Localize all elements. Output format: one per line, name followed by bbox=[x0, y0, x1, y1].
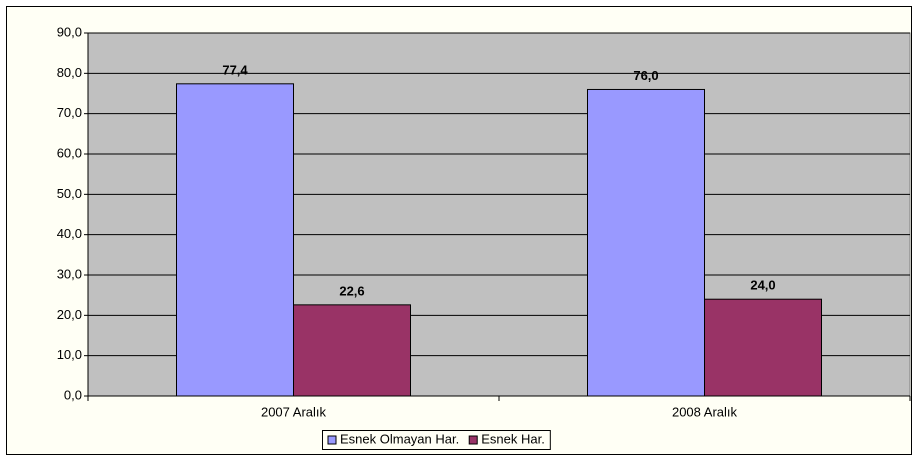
bar bbox=[293, 304, 411, 397]
y-tick-label: 20,0 bbox=[57, 307, 82, 322]
bar bbox=[704, 298, 822, 397]
y-tick-label: 10,0 bbox=[57, 347, 82, 362]
x-tick-label: 2007 Aralık bbox=[261, 404, 327, 419]
y-tick-label: 30,0 bbox=[57, 266, 82, 281]
y-tick-label: 80,0 bbox=[57, 65, 82, 80]
value-label: 77,4 bbox=[222, 62, 248, 77]
legend-label: Esnek Har. bbox=[481, 431, 545, 446]
value-label: 76,0 bbox=[633, 68, 658, 83]
legend-swatch bbox=[327, 435, 337, 445]
legend bbox=[322, 430, 551, 450]
bar bbox=[176, 83, 294, 397]
legend-label: Esnek Olmayan Har. bbox=[340, 431, 459, 446]
y-tick-label: 0,0 bbox=[64, 387, 82, 402]
y-tick-label: 90,0 bbox=[57, 24, 82, 39]
y-tick-label: 40,0 bbox=[57, 226, 82, 241]
value-label: 24,0 bbox=[750, 278, 775, 293]
y-tick-label: 50,0 bbox=[57, 186, 82, 201]
y-tick-label: 60,0 bbox=[57, 145, 82, 160]
bar bbox=[587, 88, 705, 397]
x-tick-label: 2008 Aralık bbox=[672, 404, 738, 419]
y-tick-label: 70,0 bbox=[57, 105, 82, 120]
legend-swatch bbox=[468, 435, 478, 445]
value-label: 22,6 bbox=[339, 283, 364, 298]
